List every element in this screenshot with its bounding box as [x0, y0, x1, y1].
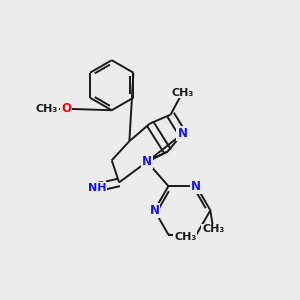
- Text: CH₃: CH₃: [202, 224, 224, 235]
- Text: CH₃: CH₃: [36, 104, 58, 114]
- Text: CH₃: CH₃: [171, 88, 194, 98]
- Text: N: N: [191, 180, 201, 193]
- Text: N: N: [177, 127, 188, 140]
- Text: CH₃: CH₃: [174, 232, 196, 242]
- Text: O: O: [61, 102, 71, 115]
- Text: O: O: [95, 180, 105, 193]
- Text: NH: NH: [88, 183, 106, 193]
- Text: N: N: [142, 155, 152, 168]
- Text: N: N: [149, 204, 159, 217]
